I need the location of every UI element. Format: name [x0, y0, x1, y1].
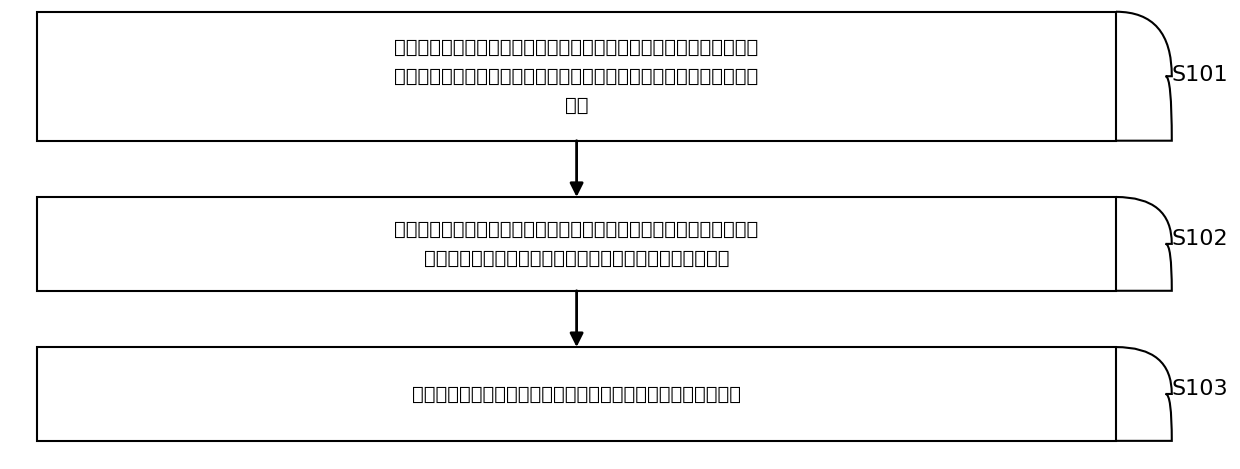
FancyBboxPatch shape [37, 12, 1116, 141]
FancyBboxPatch shape [37, 197, 1116, 291]
Text: 根据直流电平信号的变化，调整卫星天线的旋转方向和旋转角度: 根据直流电平信号的变化，调整卫星天线的旋转方向和旋转角度 [412, 385, 742, 403]
FancyBboxPatch shape [37, 347, 1116, 441]
Text: S102: S102 [1172, 229, 1229, 249]
Text: 根据信标频率对卫星的信标信号进行极化步进跟踪，并根据调整后的俯
仰角、方位角和极化角将所述信标信号转化为直流电平信号: 根据信标频率对卫星的信标信号进行极化步进跟踪，并根据调整后的俯 仰角、方位角和极… [394, 220, 759, 268]
Text: 对卫星天线的俯仰角、方位角和极化角进行角度闭环，分别将所述俯仰
角、所述方位角和所述极化角调整至第一预设角、第二预设角和第三预
设角: 对卫星天线的俯仰角、方位角和极化角进行角度闭环，分别将所述俯仰 角、所述方位角和… [394, 38, 759, 114]
Text: S103: S103 [1172, 379, 1229, 399]
Text: S101: S101 [1172, 65, 1229, 85]
